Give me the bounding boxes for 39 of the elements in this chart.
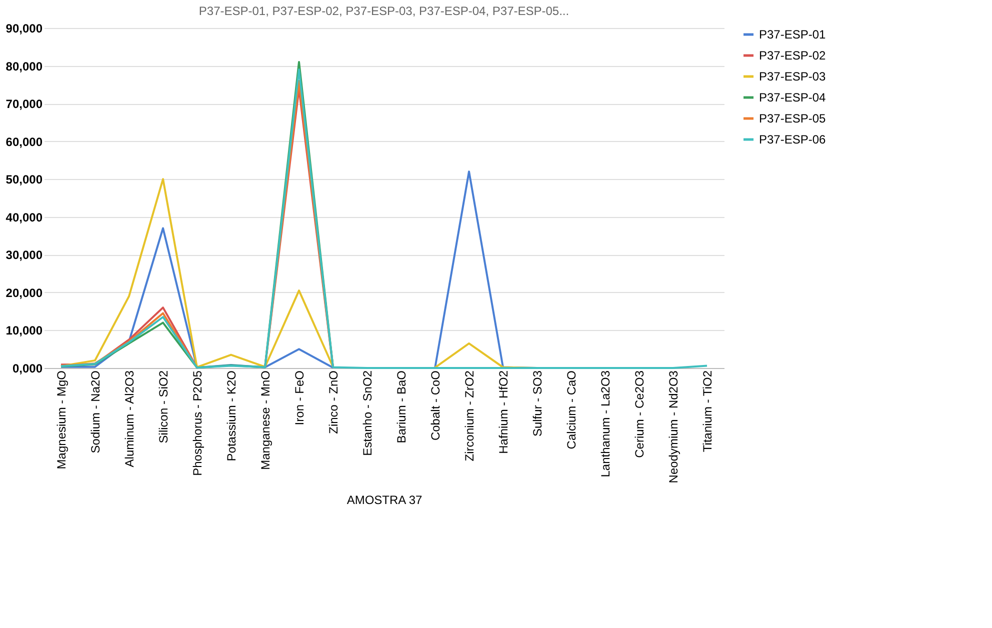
legend-label: P37-ESP-02 <box>759 48 826 62</box>
chart-title: P37-ESP-01, P37-ESP-02, P37-ESP-03, P37-ESP-04, P37-ESP-05... <box>198 4 570 18</box>
y-tick-label: 80,000 <box>6 59 43 74</box>
legend-label: P37-ESP-03 <box>759 70 826 84</box>
y-tick-label: 90,000 <box>6 22 43 36</box>
x-tick-label: Zinco - ZnO <box>326 370 340 434</box>
y-tick-label: 10,000 <box>6 324 43 338</box>
x-tick-label: Cerium - Ce2O3 <box>632 370 646 458</box>
x-tick-label: Magnesium - MgO <box>54 370 68 470</box>
x-tick-label: Cobalt - CoO <box>428 370 442 441</box>
x-tick-label: Silicon - SiO2 <box>156 370 170 444</box>
x-tick-label: Phosphorus - P2O5 <box>190 370 204 476</box>
x-tick-label: Barium - BaO <box>394 370 408 444</box>
x-tick-label: Zirconium - ZrO2 <box>462 370 476 462</box>
legend-label: P37-ESP-01 <box>759 28 826 42</box>
x-tick-label: Neodymium - Nd2O3 <box>666 370 680 484</box>
y-tick-label: 20,000 <box>6 286 43 300</box>
x-tick-label: Sulfur - SO3 <box>530 370 544 437</box>
x-tick-label: Manganese - MnO <box>258 370 272 470</box>
x-axis-title: AMOSTRA 37 <box>346 493 423 508</box>
x-tick-label: Iron - FeO <box>292 370 306 426</box>
x-tick-label: Calcium - CaO <box>564 370 578 450</box>
x-tick-label: Hafnium - HfO2 <box>496 370 510 454</box>
y-tick-label: 30,000 <box>6 248 43 262</box>
legend-label: P37-ESP-05 <box>759 112 826 126</box>
x-tick-label: Lanthanum - La2O3 <box>598 370 612 478</box>
x-tick-label: Aluminum - Al2O3 <box>122 370 136 468</box>
x-tick-label: Potassium - K2O <box>224 370 238 462</box>
y-tick-label: 60,000 <box>6 134 43 149</box>
legend-label: P37-ESP-04 <box>759 90 826 104</box>
line-series <box>60 68 708 369</box>
x-tick-label: Estanho - SnO2 <box>360 370 374 456</box>
y-tick-label: 70,000 <box>6 97 43 112</box>
y-tick-label: 50,000 <box>6 172 43 187</box>
x-tick-label: Titanium - TiO2 <box>700 370 714 452</box>
y-tick-label: 40,000 <box>6 210 43 224</box>
legend-label: P37-ESP-06 <box>759 132 826 146</box>
x-tick-label: Sodium - Na2O <box>88 370 102 454</box>
y-tick-label: 0,000 <box>12 362 43 376</box>
